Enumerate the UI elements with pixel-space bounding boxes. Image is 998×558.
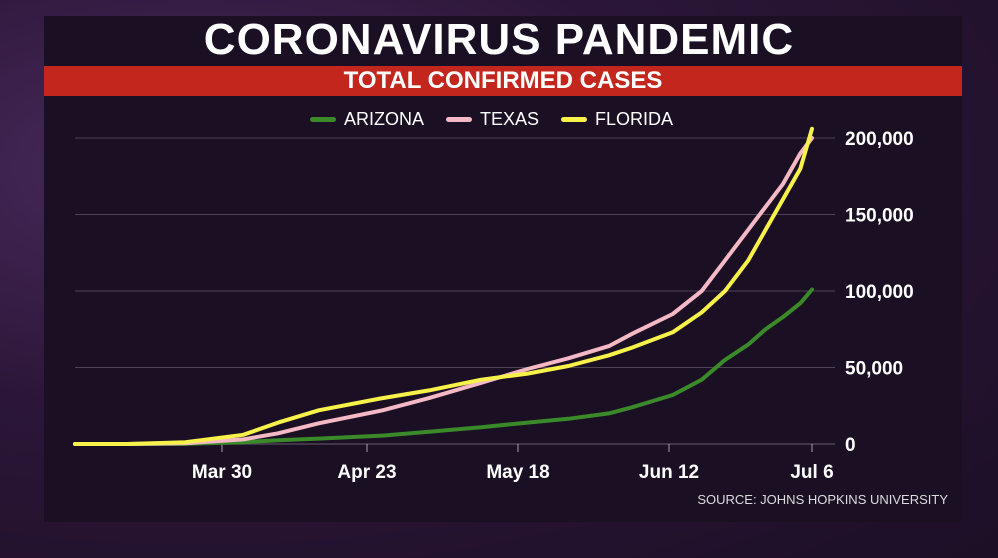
legend-label-arizona: ARIZONA (344, 108, 425, 129)
series-line-texas (73, 136, 814, 446)
y-tick-label: 100,000 (845, 282, 914, 303)
chart-panel (44, 16, 962, 522)
y-tick-label: 50,000 (845, 359, 903, 380)
x-tick-label: May 18 (486, 462, 549, 483)
legend-label-texas: TEXAS (480, 108, 540, 129)
y-tick-label: 200,000 (845, 129, 914, 150)
x-tick-label: Jun 12 (639, 462, 699, 483)
y-tick-label: 150,000 (845, 206, 914, 227)
x-tick-label: Mar 30 (192, 462, 252, 483)
x-tick-label: Apr 23 (337, 462, 396, 483)
legend-item-texas: TEXAS (446, 109, 539, 130)
legend-item-arizona: ARIZONA (310, 109, 424, 130)
legend-swatch-texas (446, 116, 473, 122)
x-tick-label: Jul 6 (790, 462, 833, 483)
series-line-arizona (73, 287, 814, 446)
series-line-florida (73, 126, 814, 446)
legend-item-florida: FLORIDA (561, 109, 673, 130)
legend-swatch-arizona (310, 116, 336, 122)
subtitle-banner: TOTAL CONFIRMED CASES (44, 66, 962, 96)
legend: ARIZONA TEXAS FLORIDA (310, 108, 695, 130)
chart-subtitle: TOTAL CONFIRMED CASES (343, 67, 663, 94)
y-tick-label: 0 (845, 435, 856, 456)
legend-swatch-florida (561, 116, 588, 122)
source-credit: SOURCE: JOHNS HOPKINS UNIVERSITY (697, 492, 948, 507)
page-title: CORONAVIRUS PANDEMIC (203, 15, 795, 64)
legend-label-florida: FLORIDA (595, 108, 674, 129)
